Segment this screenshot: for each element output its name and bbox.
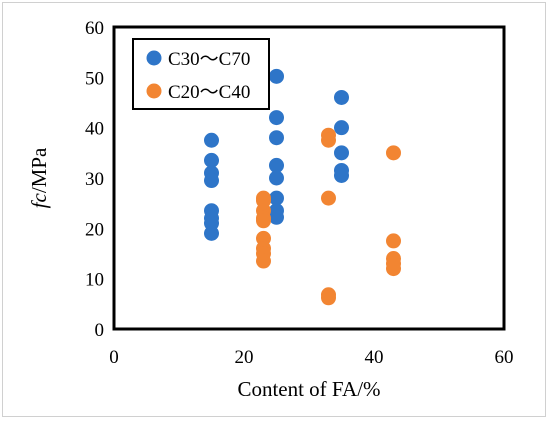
data-point-series-1 bbox=[204, 173, 219, 189]
y-tick-label: 60 bbox=[85, 18, 104, 39]
data-point-series-1 bbox=[269, 68, 284, 84]
legend-label: C30～C70 bbox=[168, 49, 250, 70]
data-point-series-2 bbox=[256, 213, 271, 229]
legend-label: C20～C40 bbox=[168, 82, 250, 103]
x-tick-label: 60 bbox=[495, 347, 514, 368]
x-tick-label: 0 bbox=[109, 347, 119, 368]
data-point-series-1 bbox=[269, 170, 284, 186]
y-axis-title: fc/MPa bbox=[27, 147, 51, 208]
data-points bbox=[204, 68, 401, 306]
data-point-series-1 bbox=[269, 190, 284, 206]
data-point-series-1 bbox=[204, 225, 219, 241]
y-tick-label: 20 bbox=[85, 219, 104, 240]
data-point-series-1 bbox=[204, 132, 219, 148]
data-point-series-1 bbox=[334, 120, 349, 136]
y-tick-label: 40 bbox=[85, 119, 104, 140]
data-point-series-1 bbox=[334, 89, 349, 105]
y-axis-title-unit: /MPa bbox=[27, 147, 51, 193]
legend-marker bbox=[146, 50, 162, 66]
data-point-series-1 bbox=[269, 157, 284, 173]
y-tick-label: 0 bbox=[95, 320, 105, 341]
data-point-series-1 bbox=[269, 130, 284, 146]
chart-frame: 0 10 20 30 40 50 60 0 20 40 60 C30～C70 C20～C40 Con… bbox=[2, 2, 546, 417]
data-point-series-1 bbox=[334, 145, 349, 161]
y-axis-ticks: 0 10 20 30 40 50 60 bbox=[85, 18, 104, 341]
x-tick-label: 20 bbox=[235, 347, 254, 368]
data-point-series-1 bbox=[204, 152, 219, 168]
data-point-series-1 bbox=[334, 167, 349, 183]
data-point-series-2 bbox=[386, 233, 401, 249]
y-axis-title-italic: fc bbox=[27, 193, 51, 209]
data-point-series-2 bbox=[386, 261, 401, 277]
data-point-series-1 bbox=[269, 110, 284, 126]
legend: C30～C70 C20～C40 bbox=[132, 38, 270, 110]
x-tick-label: 40 bbox=[365, 347, 384, 368]
x-axis-ticks: 0 20 40 60 bbox=[109, 347, 513, 368]
legend-marker bbox=[146, 83, 162, 99]
data-point-series-2 bbox=[386, 145, 401, 161]
data-point-series-2 bbox=[256, 253, 271, 269]
y-tick-label: 30 bbox=[85, 169, 104, 190]
y-tick-label: 10 bbox=[85, 270, 104, 291]
data-point-series-2 bbox=[321, 132, 336, 148]
x-axis-title: Content of FA/% bbox=[237, 377, 380, 401]
scatter-chart: 0 10 20 30 40 50 60 0 20 40 60 C30～C70 C20～C40 Con… bbox=[27, 18, 514, 401]
y-tick-label: 50 bbox=[85, 68, 104, 89]
data-point-series-2 bbox=[321, 190, 336, 206]
data-point-series-2 bbox=[321, 290, 336, 306]
data-point-series-1 bbox=[269, 209, 284, 225]
